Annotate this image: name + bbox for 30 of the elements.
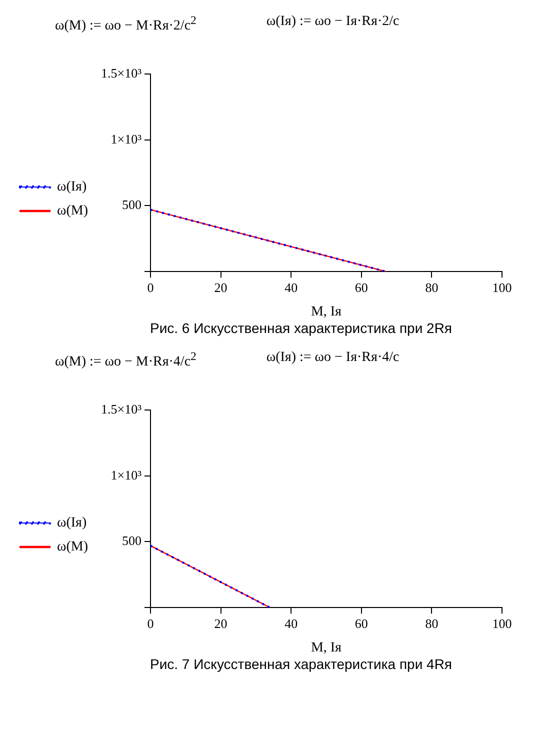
legend-label: ω(M): [57, 540, 88, 555]
y-tick-label: 1.5×10³: [100, 401, 142, 416]
y-tick-label: 1.5×10³: [100, 65, 142, 80]
y-tick-label: 500: [122, 533, 142, 548]
x-tick-label: 40: [284, 280, 298, 295]
x-tick-label: 60: [354, 616, 368, 631]
x-tick-label: 60: [354, 280, 368, 295]
x-tick-label: 100: [492, 280, 512, 295]
x-tick-label: 20: [214, 280, 228, 295]
y-tick-label: 1×10³: [110, 131, 142, 146]
text: Рис. 7 Искусственная характеристика при 4Rя: [148, 656, 454, 672]
text: ω(Iя) := ωo − Iя·Rя·4/c: [266, 350, 400, 367]
x-tick-label: 20: [214, 616, 228, 631]
x-tick-label: 80: [425, 280, 438, 295]
y-tick-label: 1×10³: [110, 467, 142, 482]
legend-label: ω(Iя): [57, 516, 87, 531]
legend-label: ω(M): [57, 204, 88, 219]
legend-label: ω(Iя): [57, 180, 87, 195]
x-tick-label: 0: [147, 616, 154, 631]
x-tick-label: 80: [425, 616, 438, 631]
x-tick-label: 40: [284, 616, 298, 631]
text: ω(M) := ωo − M·Rя·4/c$^{2}$: [55, 350, 196, 372]
x-tick-label: 0: [147, 280, 154, 295]
x-axis-title: M, Iя: [310, 640, 342, 656]
text: ω(Iя) := ωo − Iя·Rя·2/c: [266, 14, 400, 31]
y-tick-label: 500: [122, 197, 142, 212]
x-tick-label: 100: [492, 616, 512, 631]
x-axis-title: M, Iя: [310, 304, 342, 320]
text: Рис. 6 Искусственная характеристика при 2Rя: [148, 320, 454, 336]
text: ω(M) := ωo − M·Rя·2/c$^{2}$: [55, 14, 196, 36]
